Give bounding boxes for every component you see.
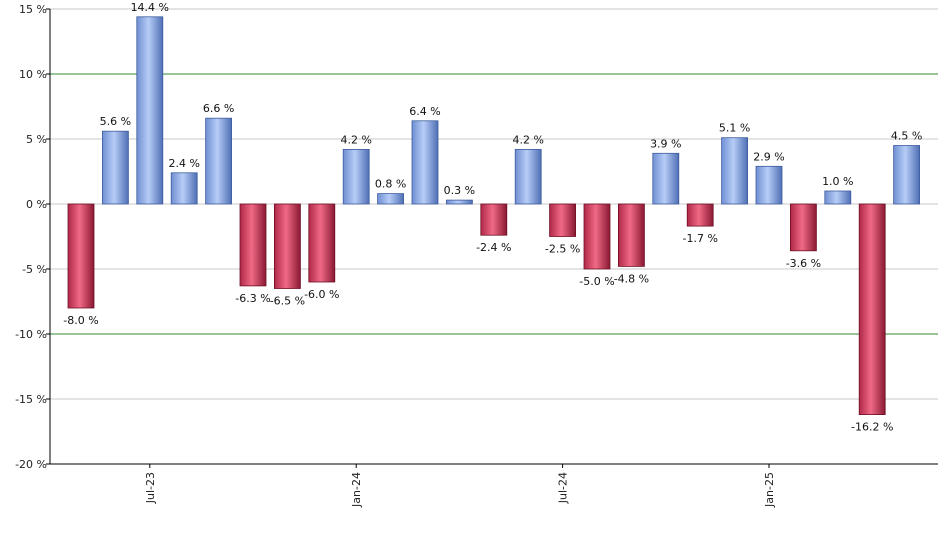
bar (480, 203, 508, 236)
data-label: 5.1 % (719, 122, 750, 135)
y-tick-label: 0 % (26, 198, 47, 211)
data-label: 3.9 % (650, 137, 681, 150)
data-label: 4.2 % (340, 133, 371, 146)
bar (273, 203, 301, 289)
bar (549, 203, 576, 237)
data-label: -6.3 % (235, 292, 270, 305)
data-label: -2.4 % (476, 241, 511, 254)
data-label: -8.0 % (63, 314, 98, 327)
data-label: 0.8 % (375, 178, 406, 191)
y-tick-label: -20 % (15, 458, 47, 471)
x-tick-label: Jul-24 (557, 472, 570, 504)
bar (721, 137, 748, 205)
bar (514, 148, 542, 205)
bars (67, 16, 920, 416)
bar (652, 152, 680, 205)
data-label: -16.2 % (851, 421, 893, 434)
data-labels: -8.0 %5.6 %14.4 %2.4 %6.6 %-6.3 %-6.5 %-… (63, 1, 922, 434)
bar (342, 148, 370, 205)
data-label: 4.5 % (891, 130, 922, 143)
x-tick-label: Jan-25 (763, 472, 776, 508)
bar (824, 190, 852, 205)
x-tick-label: Jul-23 (144, 472, 157, 504)
data-label: -6.0 % (304, 288, 339, 301)
bar (377, 193, 405, 205)
bar (205, 117, 233, 205)
x-tick-label: Jan-24 (350, 472, 363, 508)
bar (136, 16, 164, 205)
axes (46, 8, 938, 468)
data-label: -5.0 % (579, 275, 614, 288)
bar (618, 203, 645, 267)
bar (686, 203, 714, 227)
data-label: -6.5 % (270, 295, 305, 308)
bar (790, 203, 817, 252)
bar (102, 130, 129, 205)
data-label: -2.5 % (545, 243, 580, 256)
data-label: 4.2 % (512, 133, 543, 146)
y-tick-label: 15 % (19, 3, 47, 16)
bar (170, 172, 198, 205)
bar (583, 203, 611, 270)
data-label: -1.7 % (682, 232, 717, 245)
data-label: 2.4 % (168, 157, 199, 170)
y-tick-label: -5 % (22, 263, 47, 276)
data-label: 5.6 % (100, 115, 131, 128)
bar (893, 145, 920, 205)
y-tick-label: -10 % (15, 328, 47, 341)
bar (445, 199, 473, 205)
bar (858, 203, 886, 416)
data-label: 6.4 % (409, 105, 440, 118)
y-tick-label: 5 % (26, 133, 47, 146)
data-label: -3.6 % (786, 257, 821, 270)
reference-lines (50, 73, 938, 335)
data-label: 0.3 % (444, 184, 475, 197)
bar (411, 120, 439, 205)
y-tick-label: -15 % (15, 393, 47, 406)
x-axis-tick-labels: Jul-23 Jan-24 Jul-24 Jan-25 (144, 472, 776, 508)
bar (67, 203, 95, 309)
data-label: -4.8 % (614, 272, 649, 285)
data-label: 1.0 % (822, 175, 853, 188)
bar (755, 165, 783, 205)
bar (239, 203, 267, 287)
data-label: 14.4 % (131, 1, 169, 14)
bar (308, 203, 336, 283)
y-tick-label: 10 % (19, 68, 47, 81)
data-label: 6.6 % (203, 102, 234, 115)
y-axis-tick-labels: 15 % 10 % 5 % 0 % -5 % -10 % -15 % -20 % (15, 3, 47, 471)
data-label: 2.9 % (753, 150, 784, 163)
